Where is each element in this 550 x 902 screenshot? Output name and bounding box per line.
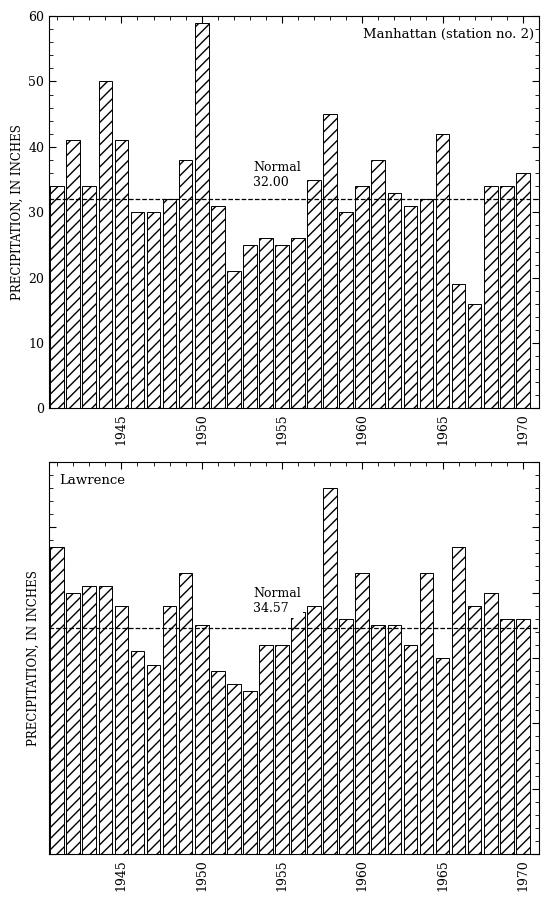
Bar — [516, 173, 530, 409]
Bar — [323, 115, 337, 409]
Bar — [371, 625, 385, 854]
Bar — [195, 625, 208, 854]
Bar — [211, 206, 224, 409]
Bar — [259, 238, 273, 409]
Bar — [355, 573, 369, 854]
Text: Lawrence: Lawrence — [59, 474, 125, 486]
Bar — [131, 212, 144, 409]
Bar — [98, 81, 112, 409]
Bar — [468, 304, 481, 409]
Bar — [163, 199, 177, 409]
Bar — [516, 619, 530, 854]
Bar — [51, 547, 64, 854]
Bar — [388, 625, 401, 854]
Bar — [355, 186, 369, 409]
Bar — [179, 160, 192, 409]
Bar — [211, 671, 224, 854]
Bar — [275, 245, 289, 409]
Bar — [500, 186, 514, 409]
Bar — [114, 141, 128, 409]
Bar — [371, 160, 385, 409]
Bar — [436, 658, 449, 854]
Bar — [147, 665, 161, 854]
Text: Manhattan (station no. 2): Manhattan (station no. 2) — [363, 28, 534, 41]
Bar — [243, 691, 257, 854]
Bar — [163, 605, 177, 854]
Bar — [291, 238, 305, 409]
Bar — [452, 547, 465, 854]
Bar — [227, 272, 240, 409]
Bar — [82, 586, 96, 854]
Bar — [147, 212, 161, 409]
Bar — [291, 612, 305, 854]
Bar — [484, 186, 498, 409]
Bar — [195, 23, 208, 409]
Bar — [404, 645, 417, 854]
Bar — [98, 586, 112, 854]
Bar — [420, 199, 433, 409]
Bar — [468, 605, 481, 854]
Bar — [131, 651, 144, 854]
Bar — [243, 245, 257, 409]
Bar — [484, 593, 498, 854]
Bar — [420, 573, 433, 854]
Bar — [67, 141, 80, 409]
Text: Normal
34.57: Normal 34.57 — [253, 587, 301, 615]
Bar — [404, 206, 417, 409]
Bar — [323, 488, 337, 854]
Bar — [307, 179, 321, 409]
Bar — [436, 133, 449, 409]
Bar — [259, 645, 273, 854]
Text: Normal
32.00: Normal 32.00 — [253, 161, 301, 189]
Bar — [500, 619, 514, 854]
Y-axis label: PRECIPITATION, IN INCHES: PRECIPITATION, IN INCHES — [11, 124, 24, 300]
Bar — [227, 684, 240, 854]
Y-axis label: PRECIPITATION, IN INCHES: PRECIPITATION, IN INCHES — [27, 570, 40, 746]
Bar — [179, 573, 192, 854]
Bar — [388, 193, 401, 409]
Bar — [114, 605, 128, 854]
Bar — [339, 212, 353, 409]
Bar — [51, 186, 64, 409]
Bar — [82, 186, 96, 409]
Bar — [307, 605, 321, 854]
Bar — [339, 619, 353, 854]
Bar — [452, 284, 465, 409]
Bar — [275, 645, 289, 854]
Bar — [67, 593, 80, 854]
